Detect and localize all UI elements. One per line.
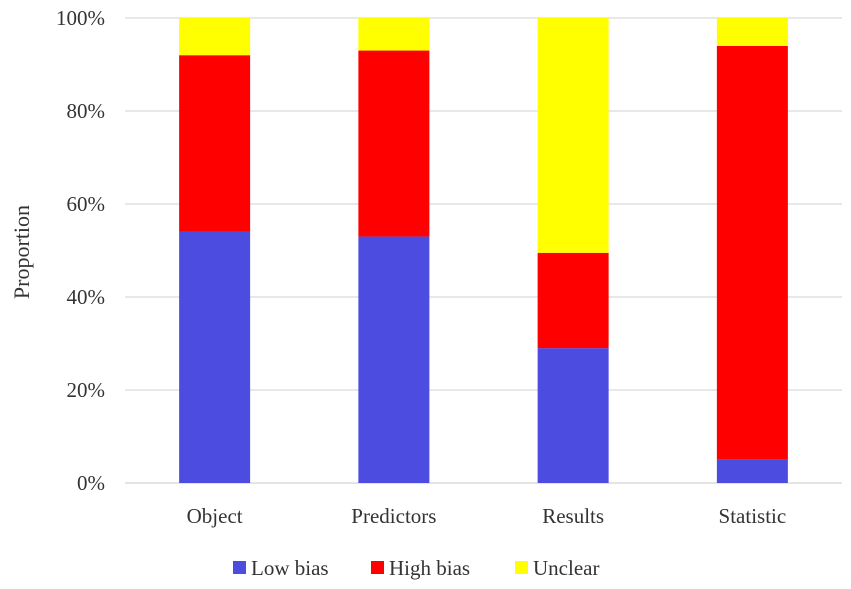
x-tick-label: Statistic bbox=[719, 504, 787, 528]
y-tick-label: 0% bbox=[77, 471, 105, 495]
bar-segment-high-bias bbox=[179, 55, 251, 232]
bar-segment-low-bias bbox=[537, 348, 609, 483]
x-tick-label: Results bbox=[542, 504, 604, 528]
y-tick-label: 20% bbox=[67, 378, 106, 402]
x-axis-ticks: Object Predictors Results Statistic bbox=[187, 504, 787, 528]
y-tick-label: 40% bbox=[67, 285, 106, 309]
y-tick-label: 80% bbox=[67, 99, 106, 123]
y-tick-label: 100% bbox=[56, 6, 105, 30]
legend: Low bias High bias Unclear bbox=[233, 556, 599, 580]
legend-swatch-low-bias bbox=[233, 561, 246, 574]
bar-segment-low-bias bbox=[179, 231, 251, 483]
bar-segment-unclear bbox=[537, 18, 609, 253]
legend-label: Unclear bbox=[533, 556, 599, 580]
bar-segment-high-bias bbox=[537, 252, 609, 349]
y-axis-title: Proportion bbox=[9, 205, 34, 299]
y-tick-label: 60% bbox=[67, 192, 106, 216]
x-tick-label: Object bbox=[187, 504, 243, 528]
bars bbox=[179, 18, 788, 483]
bar-segment-unclear bbox=[716, 18, 788, 46]
bar-segment-low-bias bbox=[716, 459, 788, 483]
legend-swatch-high-bias bbox=[371, 561, 384, 574]
bar-segment-low-bias bbox=[358, 236, 430, 483]
legend-label: Low bias bbox=[251, 556, 329, 580]
legend-swatch-unclear bbox=[515, 561, 528, 574]
y-axis-ticks: 0% 20% 40% 60% 80% 100% bbox=[56, 6, 105, 495]
x-tick-label: Predictors bbox=[351, 504, 436, 528]
bar-segment-high-bias bbox=[716, 45, 788, 460]
bar-segment-unclear bbox=[358, 18, 430, 51]
legend-label: High bias bbox=[389, 556, 470, 580]
bar-segment-unclear bbox=[179, 18, 251, 56]
bar-segment-high-bias bbox=[358, 50, 430, 237]
